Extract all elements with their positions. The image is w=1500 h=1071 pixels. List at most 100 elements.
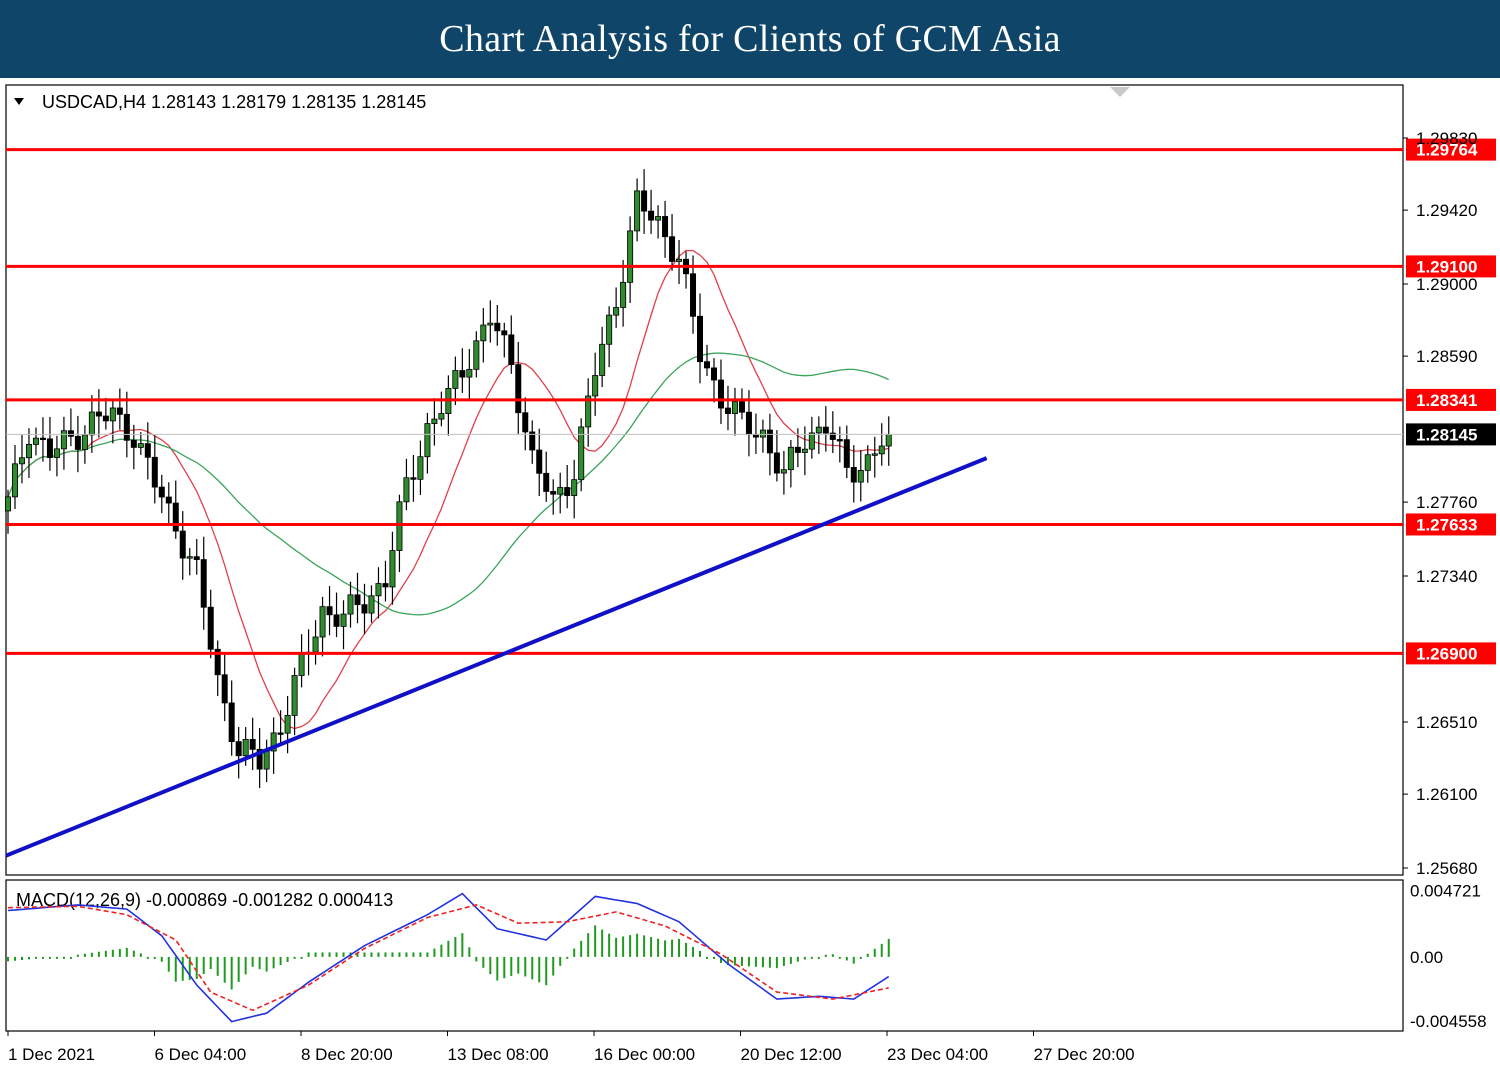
- candle-body: [794, 446, 801, 453]
- y-tick-label: 1.25680: [1416, 859, 1477, 878]
- candle-body: [857, 469, 864, 483]
- candle-body: [710, 367, 717, 381]
- candle: [319, 596, 326, 657]
- x-tick-label: 20 Dec 12:00: [741, 1045, 842, 1064]
- candle: [459, 348, 466, 393]
- candle: [5, 489, 11, 534]
- candle: [669, 214, 676, 271]
- candle-body: [585, 395, 592, 428]
- candle-body: [627, 230, 634, 283]
- x-tick-label: 1 Dec 2021: [8, 1045, 95, 1064]
- candle-body: [347, 594, 354, 615]
- candle: [291, 667, 298, 736]
- candle: [731, 387, 738, 436]
- candle: [717, 359, 724, 424]
- candle: [214, 640, 221, 697]
- candle-body: [291, 675, 298, 716]
- candle: [759, 419, 766, 453]
- candle-body: [704, 361, 711, 369]
- candle-body: [389, 550, 396, 588]
- candle-body: [11, 463, 18, 498]
- candle: [787, 440, 794, 488]
- candle-body: [466, 368, 473, 378]
- candle-body: [410, 477, 417, 480]
- candle-body: [731, 401, 738, 414]
- candle: [487, 300, 494, 343]
- candle: [697, 293, 704, 384]
- candle: [340, 600, 347, 650]
- candle: [634, 178, 641, 242]
- candle: [599, 326, 606, 388]
- candle: [39, 417, 46, 462]
- candle-body: [452, 370, 459, 389]
- candle-body: [424, 423, 431, 458]
- candle-body: [836, 439, 843, 442]
- candle-body: [487, 322, 494, 326]
- candle: [109, 400, 116, 444]
- candle: [641, 169, 648, 234]
- level-price-label: 1.29100: [1416, 257, 1477, 276]
- candle-body: [557, 487, 564, 495]
- candle: [417, 440, 424, 495]
- candle: [536, 428, 543, 497]
- candle-body: [599, 343, 606, 376]
- candle: [347, 581, 354, 628]
- candle-body: [459, 370, 466, 378]
- candle-body: [571, 479, 578, 496]
- candle-body: [641, 190, 648, 212]
- level-price-box: [1406, 642, 1496, 665]
- candle-body: [697, 315, 704, 363]
- candle-body: [130, 439, 137, 448]
- candle: [284, 695, 291, 754]
- candle-body: [438, 413, 445, 420]
- candle: [165, 482, 172, 526]
- candle-body: [228, 702, 235, 743]
- candle: [480, 308, 487, 363]
- candle-body: [787, 446, 794, 471]
- candle: [382, 560, 389, 602]
- candle-body: [843, 439, 850, 468]
- candle: [466, 348, 473, 400]
- candle: [32, 427, 39, 456]
- candle-body: [396, 501, 403, 551]
- candle-body: [39, 437, 46, 441]
- candle: [662, 200, 669, 258]
- candle-body: [32, 437, 39, 445]
- candle: [452, 356, 459, 406]
- candle: [368, 585, 375, 623]
- candle: [438, 391, 445, 427]
- y-tick-label: 1.29420: [1416, 201, 1477, 220]
- level-price-label: 1.27633: [1416, 515, 1477, 534]
- x-tick-label: 6 Dec 04:00: [155, 1045, 247, 1064]
- candle: [836, 426, 843, 463]
- candle: [515, 341, 522, 434]
- candle: [529, 420, 536, 464]
- candle-body: [508, 334, 515, 365]
- candle-body: [522, 412, 529, 433]
- candle: [501, 322, 508, 358]
- candle: [158, 474, 165, 514]
- candle: [557, 472, 564, 514]
- shift-marker: [1110, 87, 1130, 97]
- candle: [424, 412, 431, 474]
- candle-body: [662, 216, 669, 238]
- candle: [564, 465, 571, 509]
- candle-body: [536, 449, 543, 474]
- candle-body: [354, 594, 361, 606]
- candle-body: [375, 583, 382, 597]
- candle-body: [298, 652, 305, 676]
- candle-body: [808, 432, 815, 450]
- candle-body: [193, 556, 200, 560]
- candle-body: [333, 614, 340, 627]
- candle-body: [81, 434, 88, 450]
- candle: [578, 418, 585, 492]
- candle: [690, 255, 697, 334]
- candle: [780, 450, 787, 495]
- candle: [67, 408, 74, 447]
- candle-body: [270, 732, 277, 752]
- candle: [522, 397, 529, 451]
- price-panel: [5, 84, 1404, 876]
- candle-body: [319, 606, 326, 638]
- candle: [627, 216, 634, 303]
- candle: [710, 358, 717, 403]
